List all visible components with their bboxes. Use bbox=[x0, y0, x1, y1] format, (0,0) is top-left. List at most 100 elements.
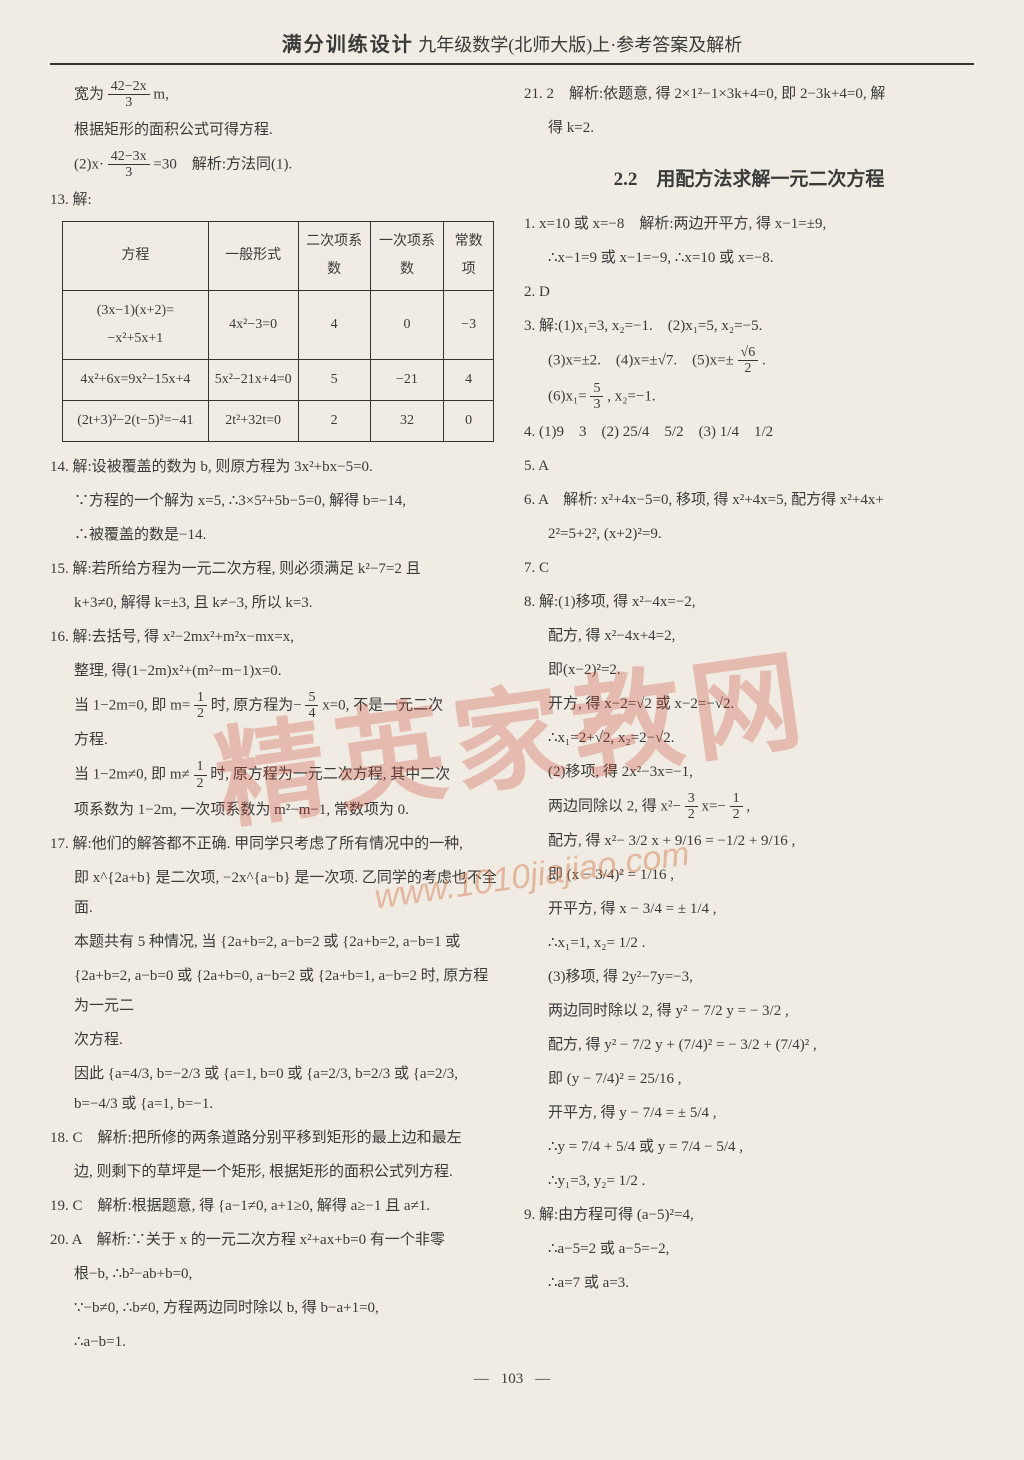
l-text: ∴a−b=1. bbox=[50, 1327, 500, 1357]
table-row: (3x−1)(x+2)= −x²+5x+1 4x²−3=0 4 0 −3 bbox=[63, 290, 494, 359]
fraction: 53 bbox=[590, 381, 603, 413]
l-text: 项系数为 1−2m, 一次项系数为 m²−m−1, 常数项为 0. bbox=[50, 795, 500, 825]
td: 5 bbox=[298, 359, 370, 400]
td: −3 bbox=[444, 290, 494, 359]
l-text: 边, 则剩下的草坪是一个矩形, 根据矩形的面积公式列方程. bbox=[50, 1157, 500, 1187]
r-text: 配方, 得 y² − 7/2 y + (7/4)² = − 3/2 + (7/4… bbox=[524, 1030, 974, 1060]
r-text: 配方, 得 x²− 3/2 x + 9/16 = −1/2 + 9/16 , bbox=[524, 826, 974, 856]
l-text: (2)x· bbox=[74, 156, 104, 172]
th: 一次项系数 bbox=[370, 221, 444, 290]
r-text: ∴a−5=2 或 a−5=−2, bbox=[524, 1234, 974, 1264]
l-text: ∴被覆盖的数是−14. bbox=[50, 520, 500, 550]
r-text: , x₂=−1. bbox=[607, 388, 655, 404]
r-text: ∴a=7 或 a=3. bbox=[524, 1268, 974, 1298]
r-text: ∴y₁=3, y₂= 1/2 . bbox=[524, 1166, 974, 1196]
r-text: 1. x=10 或 x=−8 解析:两边开平方, 得 x−1=±9, bbox=[524, 209, 974, 239]
r-text: . bbox=[762, 352, 766, 368]
l-text: {2a+b=2, a−b=0 或 {2a+b=0, a−b=2 或 {2a+b=… bbox=[50, 961, 500, 1021]
r-text: ∴x₁=1, x₂= 1/2 . bbox=[524, 928, 974, 958]
r-text: (6)x₁= bbox=[548, 388, 587, 404]
td: 0 bbox=[370, 290, 444, 359]
r-text: 5. A bbox=[524, 451, 974, 481]
r-text: 配方, 得 x²−4x+4=2, bbox=[524, 621, 974, 651]
r-text: 即 (x − 3/4)² = 1/16 , bbox=[524, 860, 974, 890]
th: 方程 bbox=[63, 221, 209, 290]
page-number: 103 bbox=[489, 1371, 536, 1387]
l-text: 根据矩形的面积公式可得方程. bbox=[50, 115, 500, 145]
r-text: (3)移项, 得 2y²−7y=−3, bbox=[524, 962, 974, 992]
r-text: 两边同除以 2, 得 x²− bbox=[548, 798, 681, 814]
l-text: ∵−b≠0, ∴b≠0, 方程两边同时除以 b, 得 b−a+1=0, bbox=[50, 1293, 500, 1323]
page-header: 满分训练设计 九年级数学(北师大版)上·参考答案及解析 bbox=[50, 28, 974, 65]
r-text: 6. A 解析: x²+4x−5=0, 移项, 得 x²+4x=5, 配方得 x… bbox=[524, 485, 974, 515]
td: 4 bbox=[298, 290, 370, 359]
fraction: √62 bbox=[738, 345, 759, 377]
l-text: x=0, 不是一元二次 bbox=[322, 697, 443, 713]
l-text: 19. C 解析:根据题意, 得 {a−1≠0, a+1≥0, 解得 a≥−1 … bbox=[50, 1191, 500, 1221]
r-text: 开方, 得 x−2=√2 或 x−2=−√2. bbox=[524, 689, 974, 719]
fraction: 32 bbox=[685, 791, 698, 823]
l-text: 整理, 得(1−2m)x²+(m²−m−1)x=0. bbox=[50, 656, 500, 686]
r-text: 开平方, 得 y − 7/4 = ± 5/4 , bbox=[524, 1098, 974, 1128]
fraction: 12 bbox=[730, 791, 743, 823]
table-row: (2t+3)²−2(t−5)²=−41 2t²+32t=0 2 32 0 bbox=[63, 400, 494, 441]
l-text: 根−b, ∴b²−ab+b=0, bbox=[50, 1259, 500, 1289]
l-text: 13. 解: bbox=[50, 185, 500, 215]
r-text: 8. 解:(1)移项, 得 x²−4x=−2, bbox=[524, 587, 974, 617]
r-text: 7. C bbox=[524, 553, 974, 583]
r-text: , bbox=[746, 798, 750, 814]
fraction: 42−2x3 bbox=[108, 79, 150, 111]
fraction: 12 bbox=[194, 759, 207, 791]
td: 5x²−21x+4=0 bbox=[208, 359, 298, 400]
td: 32 bbox=[370, 400, 444, 441]
fraction: 12 bbox=[194, 690, 207, 722]
r-text: (2)移项, 得 2x²−3x=−1, bbox=[524, 757, 974, 787]
r-text: 即(x−2)²=2. bbox=[524, 655, 974, 685]
td: (2t+3)²−2(t−5)²=−41 bbox=[63, 400, 209, 441]
section-title: 2.2 用配方法求解一元二次方程 bbox=[524, 161, 974, 199]
l-text: 当 1−2m≠0, 即 m≠ bbox=[74, 767, 190, 783]
r-text: 4. (1)9 3 (2) 25/4 5/2 (3) 1/4 1/2 bbox=[524, 417, 974, 447]
l-text: =30 解析:方法同(1). bbox=[153, 156, 292, 172]
l-text: 20. A 解析:∵关于 x 的一元二次方程 x²+ax+b=0 有一个非零 bbox=[50, 1225, 500, 1255]
r-text: 3. 解:(1)x₁=3, x₂=−1. (2)x₁=5, x₂=−5. bbox=[524, 311, 974, 341]
l-text: 本题共有 5 种情况, 当 {2a+b=2, a−b=2 或 {2a+b=2, … bbox=[50, 927, 500, 957]
td: 4x²+6x=9x²−15x+4 bbox=[63, 359, 209, 400]
td: (3x−1)(x+2)= −x²+5x+1 bbox=[63, 290, 209, 359]
l-text: 方程. bbox=[50, 725, 500, 755]
fraction: 42−3x3 bbox=[108, 149, 150, 181]
l-text: 宽为 bbox=[74, 86, 104, 102]
r-text: 即 (y − 7/4)² = 25/16 , bbox=[524, 1064, 974, 1094]
r-text: ∴x−1=9 或 x−1=−9, ∴x=10 或 x=−8. bbox=[524, 243, 974, 273]
header-title-rest: 九年级数学(北师大版)上·参考答案及解析 bbox=[414, 35, 742, 55]
l-text: 即 x^{2a+b} 是二次项, −2x^{a−b} 是一次项. 乙同学的考虑也… bbox=[50, 863, 500, 923]
th: 常数项 bbox=[444, 221, 494, 290]
r-text: 两边同时除以 2, 得 y² − 7/2 y = − 3/2 , bbox=[524, 996, 974, 1026]
fraction: 54 bbox=[305, 690, 318, 722]
td: 4 bbox=[444, 359, 494, 400]
td: 2t²+32t=0 bbox=[208, 400, 298, 441]
td: 4x²−3=0 bbox=[208, 290, 298, 359]
r-text: 2²=5+2², (x+2)²=9. bbox=[524, 519, 974, 549]
table-row: 4x²+6x=9x²−15x+4 5x²−21x+4=0 5 −21 4 bbox=[63, 359, 494, 400]
l-text: 15. 解:若所给方程为一元二次方程, 则必须满足 k²−7=2 且 bbox=[50, 554, 500, 584]
l-text: 时, 原方程为− bbox=[211, 697, 302, 713]
l-text: m, bbox=[153, 86, 168, 102]
td: −21 bbox=[370, 359, 444, 400]
l-text: 14. 解:设被覆盖的数为 b, 则原方程为 3x²+bx−5=0. bbox=[50, 452, 500, 482]
left-column: 宽为 42−2x3 m, 根据矩形的面积公式可得方程. (2)x· 42−3x3… bbox=[50, 79, 500, 1361]
page-footer: —103— bbox=[50, 1371, 974, 1388]
r-text: ∴x₁=2+√2, x₂=2−√2. bbox=[524, 723, 974, 753]
r-text: 得 k=2. bbox=[524, 113, 974, 143]
r-text: 2. D bbox=[524, 277, 974, 307]
r-text: x=− bbox=[701, 798, 725, 814]
r-text: 开平方, 得 x − 3/4 = ± 1/4 , bbox=[524, 894, 974, 924]
equation-table: 方程 一般形式 二次项系数 一次项系数 常数项 (3x−1)(x+2)= −x²… bbox=[62, 221, 494, 442]
l-text: 18. C 解析:把所修的两条道路分别平移到矩形的最上边和最左 bbox=[50, 1123, 500, 1153]
l-text: 17. 解:他们的解答都不正确. 甲同学只考虑了所有情况中的一种, bbox=[50, 829, 500, 859]
r-text: ∴y = 7/4 + 5/4 或 y = 7/4 − 5/4 , bbox=[524, 1132, 974, 1162]
l-text: 时, 原方程为一元二次方程, 其中二次 bbox=[210, 767, 450, 783]
r-text: 9. 解:由方程可得 (a−5)²=4, bbox=[524, 1200, 974, 1230]
right-column: 21. 2 解析:依题意, 得 2×1²−1×3k+4=0, 即 2−3k+4=… bbox=[524, 79, 974, 1361]
l-text: 因此 {a=4/3, b=−2/3 或 {a=1, b=0 或 {a=2/3, … bbox=[50, 1059, 500, 1119]
